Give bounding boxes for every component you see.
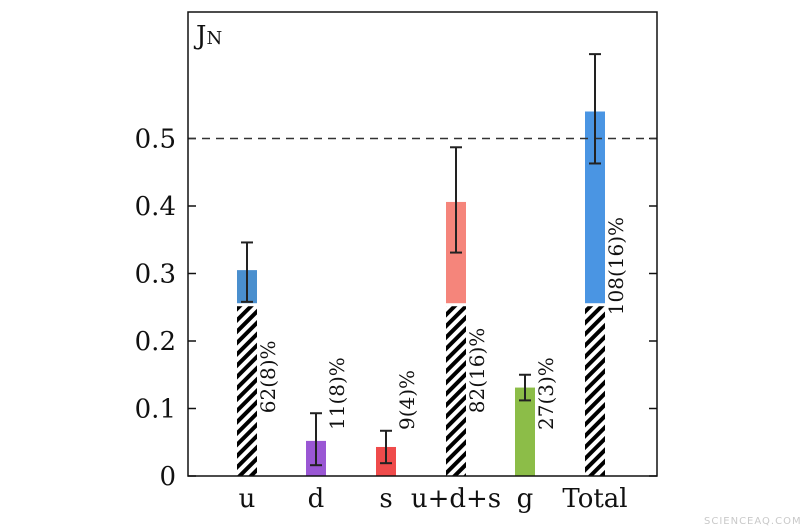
bar — [515, 387, 535, 476]
bar-separator — [585, 303, 605, 307]
percent-label: 82(16)% — [465, 328, 489, 414]
percent-label: 9(4)% — [395, 370, 419, 430]
x-tick-label: g — [517, 484, 534, 514]
bars — [237, 111, 605, 476]
x-tick-label: d — [308, 484, 325, 514]
bar-hatched-segment — [585, 305, 605, 476]
error-bars — [241, 53, 601, 467]
labels: u 62(8)% d 11(8)% s 9(4)% u+d+s 82(16)% g 27(3)% T… — [239, 217, 628, 514]
x-tick-label: u+d+s — [411, 484, 501, 514]
percent-label: 108(16)% — [604, 217, 628, 315]
y-tick-label: 0.1 — [135, 395, 176, 425]
x-tick-label: Total — [562, 484, 627, 514]
x-tick-label: s — [379, 484, 392, 514]
y-tick-label: 0.4 — [135, 192, 176, 222]
bar-separator — [237, 303, 257, 307]
chart-title: JN — [193, 21, 222, 51]
percent-label: 27(3)% — [534, 357, 558, 430]
y-tick-label: 0.2 — [135, 327, 176, 357]
bar-separator — [446, 303, 466, 307]
chart-title-main: J — [193, 21, 206, 51]
y-tick-label: 0.3 — [135, 260, 176, 290]
bar-solid-segment — [585, 111, 605, 304]
chart-title-sub: N — [206, 28, 222, 49]
y-axis: 0 0.1 0.2 0.3 0.4 0.5 — [135, 125, 657, 492]
x-tick-label: u — [239, 484, 256, 514]
bar-hatched-segment — [446, 305, 466, 476]
y-tick-label: 0 — [159, 462, 176, 492]
watermark: SCIENCEAQ.COM — [704, 516, 800, 527]
percent-label: 11(8)% — [325, 357, 349, 430]
bar-hatched-segment — [237, 305, 257, 476]
percent-label: 62(8)% — [256, 340, 280, 413]
y-tick-label: 0.5 — [135, 125, 176, 155]
plot-frame — [187, 11, 658, 477]
